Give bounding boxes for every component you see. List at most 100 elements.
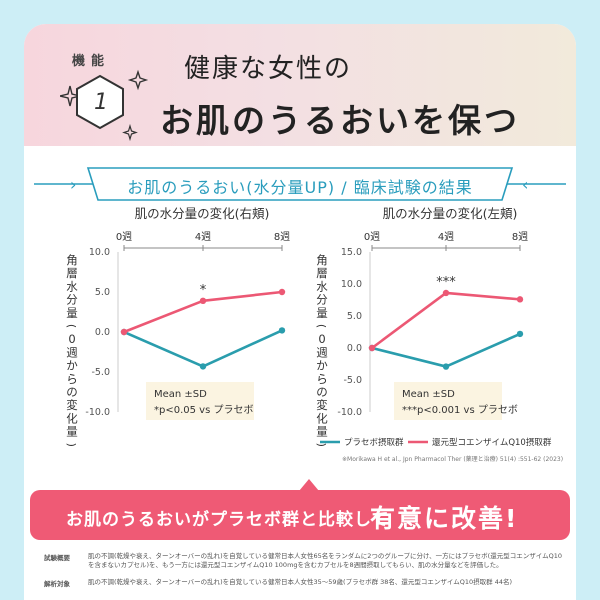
target-label: 解析対象 bbox=[44, 580, 70, 588]
significance-marker: *** bbox=[436, 275, 456, 290]
y-axis-label-char: 変 bbox=[66, 398, 78, 412]
week-label: 4週 bbox=[195, 231, 211, 243]
target-text: 肌の不調(乾燥や衰え、ターンオーバーの乱れ)を自覚している健常日本人女性35〜5… bbox=[88, 578, 513, 586]
y-axis-label-char: 層 bbox=[66, 266, 78, 280]
y-axis-label-char: 角 bbox=[66, 253, 78, 267]
heading-line-2: お肌のうるおいを保つ bbox=[160, 101, 520, 140]
badge-number: 1 bbox=[94, 90, 108, 115]
y-axis-label-char: 分 bbox=[316, 293, 328, 307]
stats-line: Mean ±SD bbox=[154, 389, 207, 400]
left-chevron-icon: › bbox=[70, 175, 76, 194]
heading-line-1: 健康な女性の bbox=[184, 54, 353, 84]
hexagon-badge bbox=[60, 69, 149, 142]
y-axis-label-char: の bbox=[66, 385, 78, 399]
header-banner: 機能 1 健康な女性の お肌のうるおいを保つ bbox=[24, 24, 576, 146]
y-tick-label: 10.0 bbox=[89, 247, 110, 258]
y-axis-label-char: ) bbox=[65, 443, 78, 447]
content-card: 機能 1 健康な女性の お肌のうるおいを保つ › ‹ お肌のうるおい(水分量UP… bbox=[24, 24, 576, 600]
charts-area: 肌の水分量の変化(右頬)0週 4週 8週10.05.00.0-5.0-10.0角層水… bbox=[65, 206, 563, 463]
y-tick-label: 0.0 bbox=[347, 343, 362, 354]
sparkle-icon bbox=[60, 85, 81, 107]
sparkle-icon bbox=[122, 123, 138, 142]
y-axis-label-char: 水 bbox=[66, 279, 78, 293]
y-tick-label: 10.0 bbox=[341, 279, 362, 290]
citation: ※Morikawa H et al., Jpn Pharmacol Ther (… bbox=[342, 455, 563, 463]
badge-label: 機能 bbox=[72, 54, 111, 69]
placebo-point bbox=[278, 327, 286, 334]
section-frame: › ‹ bbox=[34, 167, 566, 201]
legend-placebo-label: プラセボ摂取群 bbox=[344, 437, 404, 448]
y-axis-label-char: 角 bbox=[316, 253, 328, 267]
y-tick-label: -5.0 bbox=[91, 367, 110, 378]
summary-text: 肌の不調(乾燥や衰え、ターンオーバーの乱れ)を自覚している健常日本人女性65名を… bbox=[88, 552, 566, 570]
y-axis-label-char: 週 bbox=[66, 345, 78, 359]
summary-text-line-2: を含まないカプセル)を、もう一方には還元型コエンザイムQ10 100mgを含むカ… bbox=[88, 561, 503, 569]
summary-label: 試験概要 bbox=[44, 554, 70, 562]
y-axis-label-char: 量 bbox=[66, 425, 78, 439]
q10-point bbox=[278, 288, 286, 296]
right-chevron-icon: ‹ bbox=[522, 175, 528, 194]
y-axis-label-char: 0 bbox=[318, 332, 325, 346]
y-tick-label: 15.0 bbox=[341, 247, 362, 258]
conclusion-text: お肌のうるおいがプラセボ群と比較して bbox=[66, 510, 390, 530]
summary-text-line-1: 肌の不調(乾燥や衰え、ターンオーバーの乱れ)を自覚している健常日本人女性65名を… bbox=[88, 552, 562, 560]
week-label: 0週 bbox=[116, 231, 132, 243]
significance-marker: * bbox=[200, 283, 207, 298]
section-title-box bbox=[86, 167, 514, 201]
stats-box bbox=[146, 382, 254, 420]
y-axis-label-char: 化 bbox=[316, 411, 328, 425]
q10-point bbox=[120, 328, 128, 336]
y-tick-label: 0.0 bbox=[95, 327, 110, 338]
conclusion-highlight: 有意に改善! bbox=[370, 504, 519, 533]
y-axis-label-char: 水 bbox=[316, 279, 328, 293]
y-axis-label-char: ら bbox=[316, 372, 328, 386]
chart-title: 肌の水分量の変化(左頬) bbox=[383, 206, 518, 221]
y-axis-label-char: 層 bbox=[316, 266, 328, 280]
week-label: 0週 bbox=[364, 231, 380, 243]
y-axis-label-char: 量 bbox=[316, 425, 328, 439]
q10-point bbox=[442, 289, 450, 297]
y-axis-label-char: 分 bbox=[66, 293, 78, 307]
week-label: 8週 bbox=[274, 231, 290, 243]
placebo-point bbox=[516, 330, 524, 338]
chart-title: 肌の水分量の変化(右頬) bbox=[135, 206, 270, 221]
y-tick-label: 5.0 bbox=[95, 287, 110, 298]
stats-line: *p<0.05 vs プラセボ bbox=[154, 404, 253, 416]
q10-point bbox=[199, 297, 207, 304]
y-tick-label: -10.0 bbox=[337, 407, 362, 418]
y-axis-label-char: 変 bbox=[316, 398, 328, 412]
conclusion-banner: お肌のうるおいがプラセボ群と比較して 有意に改善! bbox=[30, 479, 570, 540]
y-tick-label: 5.0 bbox=[347, 311, 362, 322]
placebo-point bbox=[199, 363, 207, 370]
y-axis-label-char: 週 bbox=[316, 345, 328, 359]
section-title: お肌のうるおい(水分量UP) / 臨床試験の結果 bbox=[127, 178, 473, 197]
y-axis-label-char: 量 bbox=[316, 306, 328, 320]
legend-q10-label: 還元型コエンザイムQ10摂取群 bbox=[432, 437, 552, 448]
y-axis-label-char: の bbox=[316, 385, 328, 399]
y-tick-label: -10.0 bbox=[85, 407, 110, 418]
placebo-line bbox=[123, 329, 283, 368]
placebo-line bbox=[371, 332, 521, 368]
y-axis-label-char: 化 bbox=[66, 411, 78, 425]
y-axis-label-char: ( bbox=[315, 324, 328, 328]
y-axis-label-char: ) bbox=[315, 443, 328, 447]
hexagon-icon bbox=[76, 74, 124, 130]
week-label: 4週 bbox=[438, 231, 454, 243]
q10-point bbox=[368, 344, 376, 352]
week-label: 8週 bbox=[512, 231, 528, 243]
stats-box bbox=[394, 382, 502, 420]
y-axis-label-char: 量 bbox=[66, 306, 78, 320]
y-axis-label-char: 0 bbox=[68, 332, 75, 346]
q10-point bbox=[516, 296, 524, 303]
y-axis-label-char: か bbox=[316, 359, 328, 373]
y-axis-label-char: ( bbox=[65, 324, 78, 328]
y-tick-label: -5.0 bbox=[343, 375, 362, 386]
q10-line bbox=[371, 291, 521, 350]
y-axis-label-char: か bbox=[66, 359, 78, 373]
stats-line: Mean ±SD bbox=[402, 389, 455, 400]
y-axis-label-char: ら bbox=[66, 372, 78, 386]
stats-line: ***p<0.001 vs プラセボ bbox=[402, 404, 518, 416]
banner-pointer bbox=[299, 479, 319, 491]
placebo-point bbox=[442, 363, 450, 370]
sparkle-icon bbox=[127, 69, 149, 91]
